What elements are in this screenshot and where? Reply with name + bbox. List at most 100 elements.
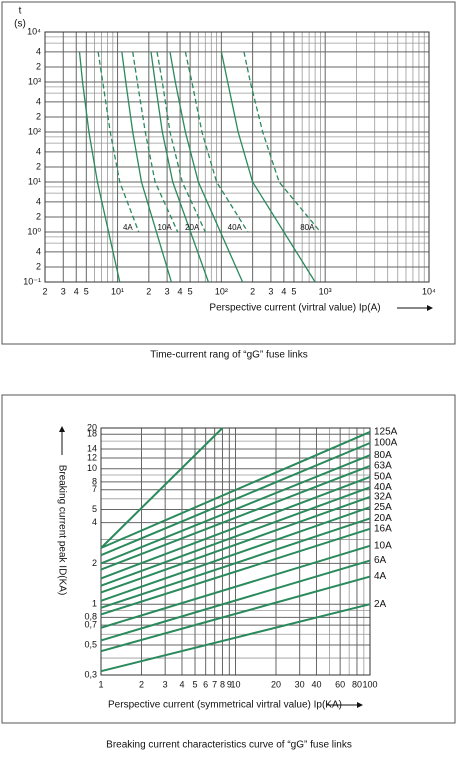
curve-label: 63A [374, 461, 392, 472]
y-tick-label: 2 [36, 261, 41, 271]
y-axis-label: Breaking current peak ID(KA) [56, 465, 67, 596]
x-axis-label: Perspective current (virtral value) Ip(A… [209, 303, 380, 314]
curve-label: 40A [228, 223, 243, 232]
y-tick-label: 10⁰ [27, 226, 41, 236]
y-tick-label: 2 [36, 111, 41, 121]
curve-label: 80A [300, 223, 315, 232]
curve-label: 2A [374, 599, 387, 610]
x-tick-label: 10² [215, 286, 228, 296]
curve [100, 527, 371, 616]
y-tick-label: 5 [92, 504, 97, 514]
y-tick-label: 1 [92, 599, 97, 609]
y-tick-label: 10 [87, 463, 97, 473]
curve-label: 32A [374, 492, 392, 503]
y-tick-label: 0,3 [84, 669, 97, 679]
x-tick-label: 2 [139, 679, 144, 689]
x-tick-label: 4 [178, 286, 183, 296]
curve [243, 51, 321, 233]
curve [100, 506, 371, 602]
y-tick-label: 4 [92, 517, 97, 527]
curve-label: 80A [374, 450, 392, 461]
y-tick-label: 4 [36, 46, 41, 56]
panel-frame [1, 1, 456, 345]
x-tick-label: 5 [193, 679, 198, 689]
curve [100, 431, 371, 549]
plot-frame [100, 427, 371, 676]
curve-label: 50A [374, 472, 392, 483]
x-tick-label: 9 [227, 679, 232, 689]
x-tick-label: 5 [291, 286, 296, 296]
x-tick-label: 4 [281, 286, 286, 296]
curve [100, 517, 371, 609]
chart-title: Time-current rang of “gG” fuse links [150, 350, 307, 361]
curve [100, 427, 224, 549]
curve [100, 486, 371, 587]
x-tick-label: 10 [230, 679, 240, 689]
chart-title: Breaking current characteristics curve o… [106, 740, 352, 751]
y-tick-label: 2 [36, 61, 41, 71]
axis-arrow [59, 426, 65, 432]
x-tick-label: 10³ [319, 286, 332, 296]
curve [150, 51, 210, 283]
y-axis-unit: (s) [14, 19, 26, 30]
x-tick-label: 5 [84, 286, 89, 296]
x-tick-label: 4 [74, 286, 79, 296]
x-tick-label: 3 [61, 286, 66, 296]
curve-label: 40A [374, 482, 392, 493]
x-tick-label: 60 [335, 679, 345, 689]
x-tick-label: 3 [165, 286, 170, 296]
x-tick-label: 8 [220, 679, 225, 689]
curve [169, 51, 244, 283]
curve [100, 544, 371, 629]
x-tick-label: 20 [271, 679, 281, 689]
curve-label: 4A [374, 571, 387, 582]
curve [156, 51, 206, 233]
x-tick-label: 4 [179, 679, 184, 689]
curve-label: 10A [158, 223, 173, 232]
curve [121, 51, 173, 283]
y-tick-label: 4 [36, 96, 41, 106]
x-tick-label: 80 [352, 679, 362, 689]
x-tick-label: 2 [146, 286, 151, 296]
x-tick-label: 6 [203, 679, 208, 689]
x-tick-label: 2 [250, 286, 255, 296]
curve-label: 20A [374, 513, 392, 524]
curve [184, 51, 249, 233]
x-tick-label: 40 [311, 679, 321, 689]
y-tick-label: 2 [36, 211, 41, 221]
curve [220, 51, 316, 283]
plot-frame [44, 31, 430, 283]
y-tick-label: 18 [87, 429, 97, 439]
curve [78, 51, 121, 283]
y-tick-label: 7 [92, 484, 97, 494]
x-tick-label: 3 [163, 679, 168, 689]
curve [100, 495, 371, 594]
curve [100, 442, 371, 557]
curve [100, 464, 371, 571]
curve [100, 559, 371, 642]
curve-label: 100A [374, 438, 398, 449]
x-tick-label: 10⁴ [422, 286, 436, 296]
x-tick-label: 1 [98, 679, 103, 689]
axis-arrow [357, 702, 363, 708]
y-tick-label: 0,5 [84, 639, 97, 649]
curve [97, 51, 140, 233]
x-tick-label: 3 [268, 286, 273, 296]
y-tick-label: 12 [87, 452, 97, 462]
axis-arrow [427, 305, 433, 311]
y-tick-label: 4 [36, 146, 41, 156]
y-tick-label: 10⁴ [27, 26, 41, 36]
curve-label: 20A [185, 223, 200, 232]
y-tick-label: 2 [36, 161, 41, 171]
y-tick-label: 4 [36, 196, 41, 206]
curve-label: 6A [374, 555, 387, 566]
y-tick-label: 2 [92, 558, 97, 568]
curve-label: 25A [374, 502, 392, 513]
x-tick-label: 30 [295, 679, 305, 689]
curve-label: 125A [374, 427, 398, 438]
y-tick-label: 0,7 [84, 620, 97, 630]
y-tick-label: 4 [36, 246, 41, 256]
curve-label: 16A [374, 523, 392, 534]
